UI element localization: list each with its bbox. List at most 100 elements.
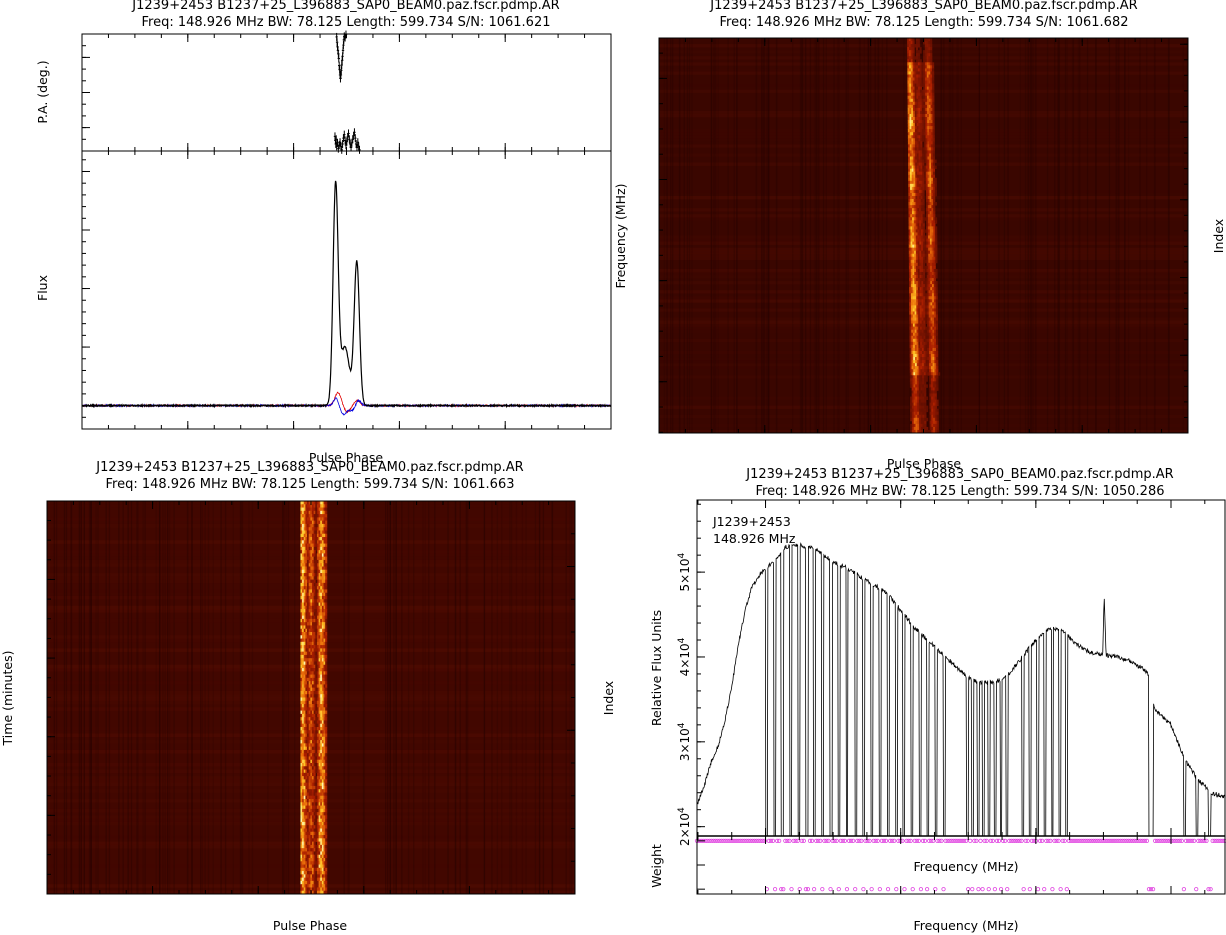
pulse-cell: [313, 848, 316, 852]
heatmap-noise-col: [542, 501, 545, 894]
pulse-cell: [928, 256, 931, 261]
pulse-cell: [918, 77, 921, 81]
pulse-cell: [929, 153, 932, 157]
pulse-cell: [313, 517, 316, 522]
pulse-cell: [928, 59, 931, 63]
pulse-cell: [321, 651, 324, 656]
pulse-cell: [922, 165, 925, 170]
pulse-cell: [305, 645, 308, 649]
pulse-cell: [323, 746, 326, 751]
pulse-cell: [929, 426, 932, 431]
pulse-cell: [305, 556, 308, 561]
pulse-cell: [915, 402, 918, 407]
heatmap-noise-col: [144, 501, 146, 894]
pulse-cell: [300, 763, 303, 767]
pulse-cell: [934, 180, 937, 185]
pulse-cell: [302, 625, 305, 630]
panel3-title: J1239+2453 B1237+25_L396883_SAP0_BEAM0.p…: [95, 460, 523, 475]
weight-marker: [859, 838, 864, 843]
heatmap-noise-col: [187, 501, 189, 894]
pulse-cell: [310, 723, 313, 728]
pulse-cell: [916, 354, 919, 358]
pulse-cell: [310, 867, 313, 872]
pulse-cell: [916, 344, 919, 349]
weight-marker: [1013, 838, 1018, 843]
pulse-cell: [300, 730, 303, 734]
pulse-cell: [927, 372, 930, 376]
pulse-cell: [935, 329, 939, 334]
pulse-cell: [929, 159, 932, 163]
pulse-cell: [323, 835, 326, 839]
pulse-cell: [921, 314, 924, 318]
pulse-cell: [907, 147, 911, 151]
pulse-cell: [907, 59, 910, 63]
pulse-cell: [923, 123, 926, 127]
pulse-cell: [302, 540, 305, 544]
pulse-cell: [308, 864, 311, 869]
pulse-cell: [918, 396, 921, 400]
pulse-cell: [915, 369, 918, 373]
pulse-cell: [305, 756, 308, 761]
pulse-cell: [308, 556, 311, 561]
pulse-cell: [932, 314, 935, 318]
pulse-cell: [929, 384, 932, 388]
panel-pulse-profile: J1239+2453 B1237+25_L396883_SAP0_BEAM0.p…: [35, 0, 612, 465]
pulse-cell: [307, 861, 310, 865]
pulse-cell: [909, 378, 912, 382]
pulse-cell: [907, 53, 910, 57]
pulse-cell: [919, 62, 922, 66]
pulse-cell: [910, 287, 914, 291]
pulse-cell: [315, 802, 318, 806]
pulse-cell: [305, 690, 308, 695]
pulse-cell: [315, 694, 318, 698]
pulse-cell: [916, 369, 919, 373]
pulse-cell: [922, 378, 925, 382]
pulse-cell: [310, 861, 313, 865]
pulse-cell: [300, 871, 303, 875]
pulse-cell: [300, 717, 303, 721]
weight-marker: [1194, 887, 1199, 892]
pulse-cell: [936, 420, 939, 425]
weight-marker: [1066, 838, 1071, 843]
pulse-cell: [925, 366, 928, 370]
pulse-cell: [310, 635, 313, 639]
pulse-cell: [923, 323, 926, 328]
pulse-cell: [318, 812, 321, 816]
pulse-cell: [316, 740, 319, 744]
pulse-cell: [313, 874, 316, 879]
pulse-cell: [320, 622, 323, 626]
pulse-cell: [907, 65, 910, 69]
pulse-cell: [922, 381, 925, 385]
pulse-cell: [920, 344, 923, 349]
pulse-cell: [311, 599, 315, 603]
pulse-cell: [300, 726, 303, 731]
pulse-cell: [923, 378, 927, 382]
pulse-cell: [924, 68, 928, 72]
pulse-cell: [921, 71, 924, 75]
pulse-cell: [913, 211, 916, 215]
pulse-cell: [925, 156, 928, 160]
pulse-cell: [307, 707, 310, 711]
heatmap-noise-col: [711, 38, 713, 433]
weight-markers: [694, 838, 1226, 892]
heatmap-noise-col: [363, 501, 366, 894]
pulse-cell: [912, 320, 916, 325]
pulse-cell: [914, 299, 917, 303]
pulse-cell: [305, 507, 308, 512]
pulse-cell: [302, 605, 305, 610]
heatmap-noise-col: [70, 501, 72, 894]
pulse-cell: [923, 80, 926, 84]
pulse-cell: [926, 95, 930, 100]
pulse-cell: [311, 789, 315, 793]
pulse-cell: [302, 658, 305, 662]
pulse-cell: [924, 62, 928, 66]
pulse-cell: [911, 202, 915, 206]
pulse-cell: [915, 238, 918, 242]
pulse-cell: [316, 694, 319, 698]
pulse-cell: [918, 329, 921, 334]
pulse-cell: [315, 792, 318, 797]
weight-marker: [914, 838, 919, 843]
heatmap-noise-col: [978, 38, 981, 433]
pulse-cell: [918, 123, 921, 127]
pulse-cell: [908, 165, 911, 170]
